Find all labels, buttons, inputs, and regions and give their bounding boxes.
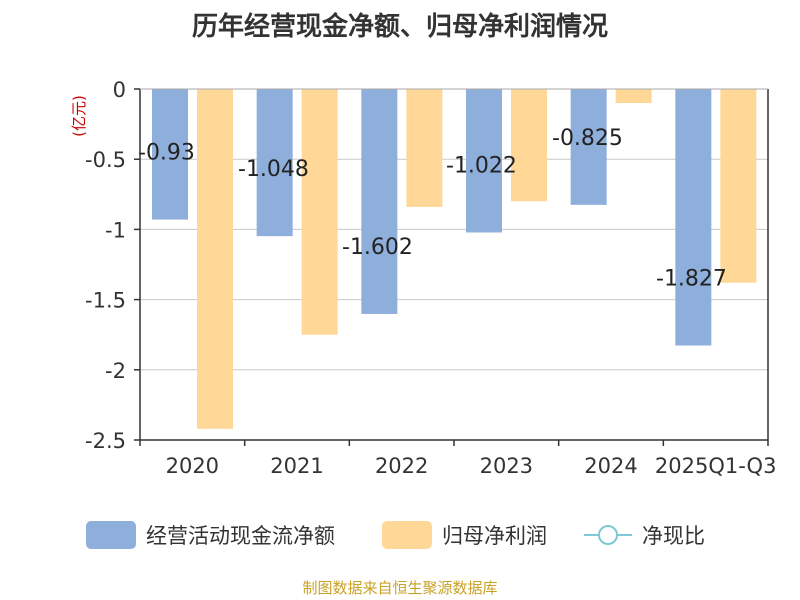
legend-swatch-net-profit (382, 521, 432, 549)
bar-net-profit (406, 89, 443, 207)
legend-marker-cash-ratio (598, 525, 618, 545)
y-tick-label: -0.5 (85, 148, 126, 172)
legend-label-net-profit: 归母净利润 (442, 524, 547, 548)
bar-operating-cash-flow (570, 89, 607, 205)
bar-net-profit (197, 89, 233, 429)
y-tick-label: -1 (105, 218, 126, 242)
x-tick-label: 2022 (375, 454, 428, 478)
data-label: -1.827 (656, 267, 727, 292)
data-label: -0.825 (552, 126, 623, 151)
chart-title: 历年经营现金净额、归母净利润情况 (191, 12, 608, 42)
x-tick-label: 2020 (166, 454, 219, 478)
x-tick-label: 2023 (480, 454, 533, 478)
x-tick-label: 2024 (584, 454, 637, 478)
bar-operating-cash-flow (361, 89, 398, 314)
bar-operating-cash-flow (152, 89, 188, 220)
x-tick-label: 2025Q1-Q3 (655, 454, 777, 478)
y-tick-label: -2 (105, 359, 126, 383)
bar-net-profit (720, 89, 757, 283)
data-label: -0.93 (138, 141, 195, 166)
legend-label-cash-ratio: 净现比 (642, 524, 705, 548)
bar-net-profit (615, 89, 652, 104)
legend: 经营活动现金流净额 归母净利润 净现比 (86, 521, 705, 549)
x-tick-label: 2021 (270, 454, 323, 478)
legend-swatch-operating-cash-flow (86, 521, 136, 549)
legend-label-operating-cash-flow: 经营活动现金流净额 (146, 524, 335, 548)
bar-net-profit (511, 89, 547, 202)
data-label: -1.602 (342, 235, 413, 260)
data-label: -1.048 (238, 157, 309, 182)
data-source-footer: 制图数据来自恒生聚源数据库 (302, 579, 498, 597)
bar-operating-cash-flow (675, 89, 712, 346)
data-label: -1.022 (446, 153, 517, 178)
y-axis-label: (亿元) (70, 95, 88, 137)
bar-operating-cash-flow (256, 89, 293, 237)
y-tick-label: -2.5 (85, 429, 126, 453)
bar-operating-cash-flow (466, 89, 502, 233)
y-tick-label: 0 (113, 78, 126, 102)
y-tick-label: -1.5 (85, 289, 126, 313)
bar-net-profit (301, 89, 338, 335)
